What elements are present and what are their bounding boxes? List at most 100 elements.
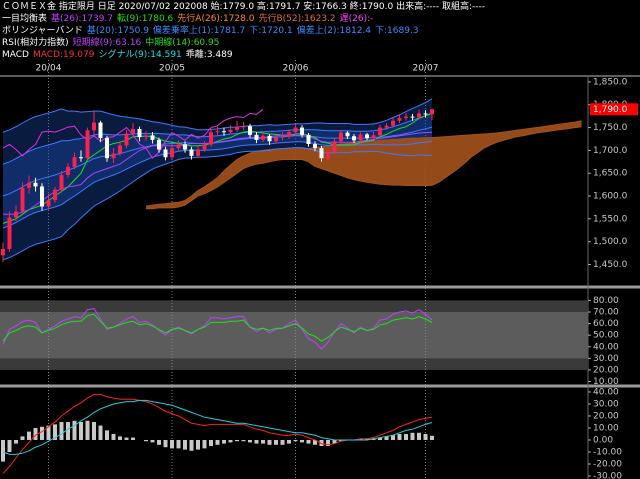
header-text: 遅(26):- xyxy=(340,13,374,24)
macd-line xyxy=(2,399,433,455)
bollinger-line xyxy=(2,140,433,229)
y-tick-label: 0.00 xyxy=(593,435,613,445)
last-price-label: 1,790.0 xyxy=(593,105,628,115)
header-text: MACD:19.079 xyxy=(33,50,95,60)
macd-histogram xyxy=(111,433,116,440)
macd-histogram xyxy=(339,439,343,442)
header-text: 偏差上(2):1812.4 xyxy=(297,24,372,36)
macd-histogram xyxy=(293,439,298,442)
candle-body xyxy=(157,139,161,150)
macd-histogram xyxy=(332,439,337,444)
y-tick-label: 1,450.0 xyxy=(593,260,628,270)
candle-body xyxy=(313,143,317,149)
candle-body xyxy=(319,148,324,159)
macd-histogram xyxy=(59,421,64,440)
y-tick-label: 30.00 xyxy=(593,399,619,409)
candle-body xyxy=(27,182,31,188)
y-tick-label: 1,700.0 xyxy=(593,146,628,156)
macd-histogram xyxy=(254,439,259,444)
macd-histogram xyxy=(222,439,226,444)
macd-histogram xyxy=(209,439,213,446)
candle-body xyxy=(371,135,376,139)
candle-body xyxy=(124,133,129,146)
y-tick-label: 10.00 xyxy=(593,377,619,387)
bollinger-line xyxy=(2,147,432,261)
candle-body xyxy=(33,182,38,187)
macd-histogram xyxy=(280,439,285,445)
candle-body xyxy=(92,122,96,131)
candle-body xyxy=(66,166,70,176)
macd-histogram xyxy=(79,421,83,440)
macd-histogram xyxy=(202,439,207,449)
candle-body xyxy=(248,126,252,135)
macd-histogram xyxy=(98,425,103,440)
y-tick-label: 1,850.0 xyxy=(593,77,628,87)
macd-histogram xyxy=(378,437,382,440)
macd-histogram xyxy=(235,439,239,442)
y-tick-label: 1,550.0 xyxy=(593,214,628,224)
candle-body xyxy=(280,136,285,138)
y-tick-label: 1,600.0 xyxy=(593,192,628,202)
ichimoku-span xyxy=(146,126,582,210)
macd-histogram xyxy=(170,439,174,449)
candle-body xyxy=(293,127,298,133)
header-text: MACD xyxy=(2,50,29,60)
candle-body xyxy=(105,138,109,159)
header-line: 一目均衡表 基(26):1739.7 転(9):1780.6 先行A(26):1728… xyxy=(2,12,373,24)
candle-body xyxy=(274,137,278,142)
macd-histogram xyxy=(1,439,5,462)
candle-body xyxy=(300,127,304,135)
macd-histogram xyxy=(176,439,181,449)
candle-body xyxy=(1,248,5,256)
header-line: RSI(相対力指数) 短期線(9):63.16 中期線(14):60.95 xyxy=(2,36,219,48)
macd-histogram xyxy=(105,430,109,440)
candle-body xyxy=(98,122,103,139)
header-text: 下:1720.1 xyxy=(249,26,293,36)
candle-body xyxy=(267,135,272,142)
header-line: MACD MACD:19.079 シグナル(9):14.591 乖離:3.489 xyxy=(2,48,233,60)
macd-histogram xyxy=(163,439,168,448)
candle-body xyxy=(53,189,57,201)
candle-body xyxy=(235,127,239,130)
x-tick-label: 20/05 xyxy=(159,64,185,74)
header-text: 偏差乗率上(1):1781.7 xyxy=(153,24,245,36)
macd-histogram xyxy=(261,439,265,444)
y-tick-label: 20.00 xyxy=(593,411,619,421)
macd-histogram xyxy=(241,439,246,442)
header-text: 中期線(14):60.95 xyxy=(145,36,219,48)
candle-body xyxy=(40,186,44,207)
candle-body xyxy=(384,125,389,128)
candle-body xyxy=(163,149,168,158)
candle-body xyxy=(404,116,408,118)
macd-histogram xyxy=(287,439,291,444)
candle-body xyxy=(423,113,428,115)
candle-body xyxy=(202,144,207,150)
macd-histogram xyxy=(313,439,317,445)
macd-histogram xyxy=(40,426,44,440)
header-text: シグナル(9):14.591 xyxy=(99,48,182,60)
candle-body xyxy=(417,113,421,118)
candle-body xyxy=(332,141,337,153)
macd-histogram xyxy=(53,424,57,440)
y-tick-label: -30.00 xyxy=(593,471,622,479)
macd-histogram xyxy=(417,432,421,440)
header-text: 基(26):1739.7 xyxy=(51,12,113,24)
candle-body xyxy=(430,109,434,115)
macd-histogram xyxy=(228,439,233,443)
candle-body xyxy=(326,152,330,159)
macd-histogram xyxy=(215,439,220,445)
panel-separator xyxy=(0,384,640,388)
candle-body xyxy=(79,157,83,159)
macd-histogram xyxy=(85,420,90,440)
candle-body xyxy=(339,132,343,142)
macd-histogram xyxy=(183,439,187,450)
candle-body xyxy=(189,149,194,156)
macd-histogram xyxy=(404,433,408,440)
candle-body xyxy=(391,120,395,126)
macd-histogram xyxy=(371,438,376,440)
candle-body xyxy=(183,144,187,150)
ichimoku-span xyxy=(145,120,582,207)
